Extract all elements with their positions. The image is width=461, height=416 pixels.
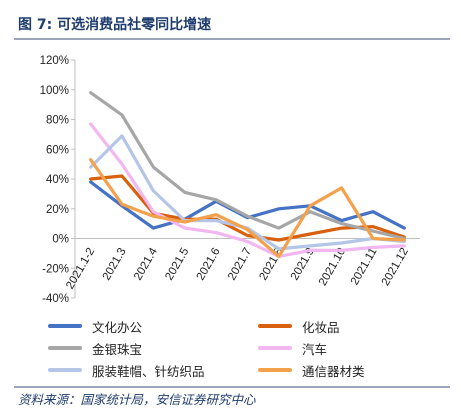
y-tick-label: 20% (46, 204, 69, 216)
source-note: 资料来源：国家统计局，安信证券研究中心 (18, 392, 256, 407)
series-line (89, 158, 406, 258)
x-tick-label: 2021.1-2 (64, 246, 97, 291)
x-tick-label: 2021.7 (226, 246, 254, 282)
x-tick-label: 2021.11 (349, 246, 380, 287)
figure-title: 图 7: 可选消费品社零同比增速 (18, 17, 212, 33)
x-tick-label: 2021.12 (380, 246, 411, 288)
title-divider (14, 38, 450, 40)
x-tick-label: 2021.10 (317, 246, 348, 288)
y-tick-label: 120% (40, 55, 69, 67)
x-tick-label: 2021.4 (132, 245, 160, 282)
x-tick-label: 2021.6 (195, 246, 223, 282)
y-tick-label: 100% (40, 85, 69, 97)
y-tick-label: -40% (42, 293, 69, 305)
y-tick-label: 60% (46, 144, 69, 156)
footer-divider (14, 386, 450, 388)
y-tick-label: 40% (46, 174, 69, 186)
y-tick-label: 0% (52, 234, 69, 246)
x-tick-label: 2021.3 (101, 246, 129, 282)
series-line (89, 91, 406, 241)
y-tick-label: 80% (46, 115, 69, 127)
series-line (89, 122, 406, 258)
x-tick-label: 2021.5 (163, 246, 191, 282)
y-tick-label: -20% (42, 263, 69, 275)
